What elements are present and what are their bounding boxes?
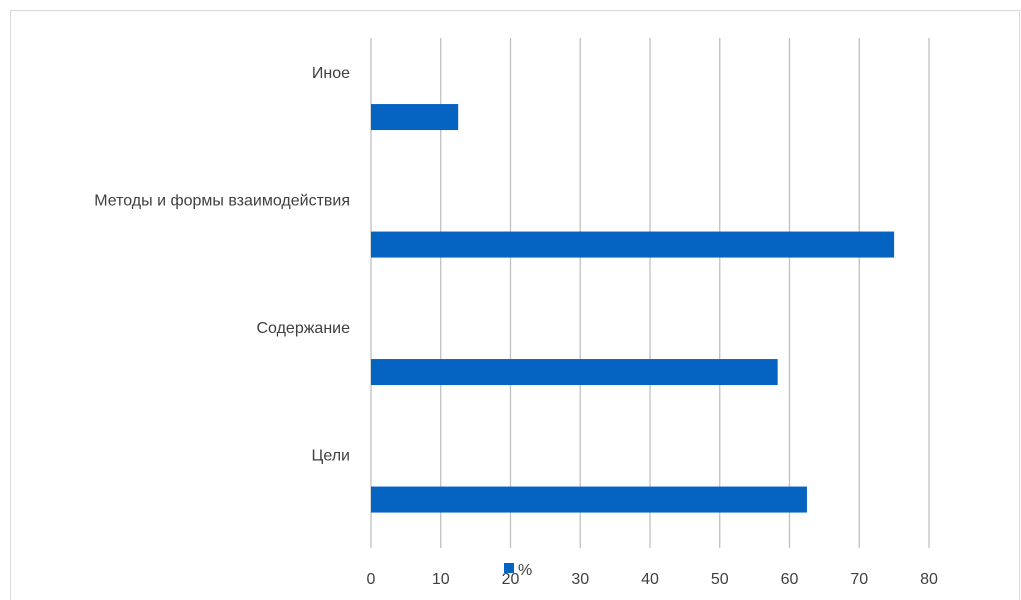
bars <box>371 104 895 513</box>
bar <box>371 359 778 386</box>
x-tick-label: 60 <box>781 571 799 588</box>
category-label: Методы и формы взаимодействия <box>94 193 350 210</box>
bar <box>371 486 807 513</box>
category-label: Содержание <box>256 320 350 337</box>
x-tick-label: 80 <box>920 571 938 588</box>
category-label: Иное <box>312 65 350 82</box>
x-tick-label: 20 <box>502 571 520 588</box>
bar <box>371 231 895 258</box>
x-tick-labels: 0 10 20 30 40 50 60 70 80 <box>367 571 938 588</box>
bar <box>371 104 459 131</box>
category-label: Цели <box>312 448 350 465</box>
x-tick-label: 0 <box>367 571 376 588</box>
x-tick-label: 70 <box>850 571 868 588</box>
legend-swatch <box>504 563 514 573</box>
legend: % <box>504 562 532 579</box>
category-labels: Цели Содержание Методы и формы взаимодейст… <box>94 65 350 465</box>
x-tick-label: 10 <box>432 571 450 588</box>
legend-label: % <box>518 562 532 579</box>
x-tick-label: 50 <box>711 571 729 588</box>
chart-frame <box>10 10 1020 600</box>
x-tick-label: 40 <box>641 571 659 588</box>
x-tick-label: 30 <box>571 571 589 588</box>
